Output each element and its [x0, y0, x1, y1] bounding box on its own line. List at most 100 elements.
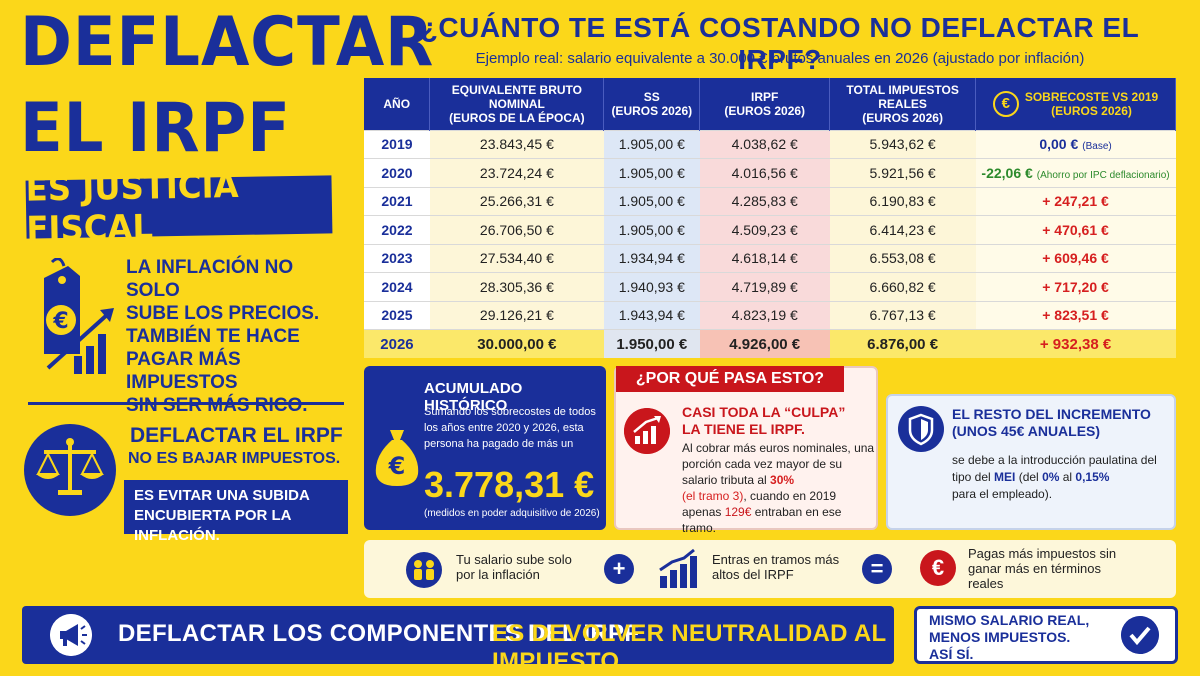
- bottom-text-b: ES DEVOLVER NEUTRALIDAD AL IMPUESTO.: [492, 620, 887, 675]
- sobrecoste-value: 0,00 €: [1039, 136, 1079, 153]
- inflation-line: PAGAR MÁS IMPUESTOS: [126, 349, 241, 393]
- acumulado-value: 3.778,31 €: [424, 464, 595, 505]
- resto-pct0: 0%: [1042, 470, 1060, 484]
- cell-sobrecoste: 0,00 € (Base): [975, 129, 1176, 159]
- acumulado-title: ACUMULADO HISTÓRICO: [424, 380, 523, 414]
- cell-nominal: 28.305,36 €: [429, 272, 604, 301]
- cell-sobrecoste: + 717,20 €: [975, 272, 1176, 301]
- cell-year: 2019: [364, 129, 430, 159]
- cell-sobrecoste: -22,06 € (Ahorro por IPC deflacionario): [975, 158, 1176, 187]
- deflactar-title: DEFLACTAR EL IRPF: [130, 424, 343, 447]
- header-nominal: EQUIVALENTE BRUTO NOMINAL (EUROS DE LA ÉP…: [429, 78, 605, 130]
- why-title-line1: CASI TODA LA “CULPA”: [682, 404, 846, 420]
- cell-irpf: 4.509,23 €: [699, 215, 830, 244]
- resto-title-line1: EL RESTO DEL INCREMENTO: [952, 406, 1151, 422]
- cell-sobrecoste: + 470,61 €: [975, 215, 1176, 244]
- cell-ss: 1.905,00 €: [603, 129, 700, 159]
- cell-total: 6.190,83 €: [829, 186, 976, 216]
- eq-text-b: Entras en tramos más altos del IRPF: [712, 552, 840, 582]
- cell-total: 5.943,62 €: [829, 129, 976, 159]
- cell-nominal: 23.843,45 €: [429, 129, 604, 159]
- why-body: Al cobrar más euros nominales, una porci…: [682, 440, 878, 536]
- why-tramo: (el tramo 3): [682, 489, 744, 503]
- resto-text: para el empleado).: [952, 487, 1053, 501]
- table-row: 2021 25.266,31 €1.905,00 €4.285,83 €6.190…: [364, 186, 1176, 216]
- table-row: 2023 27.534,40 €1.934,94 €4.618,14 €6.553…: [364, 243, 1176, 273]
- inflation-line: LA INFLACIÓN NO SOLO: [126, 257, 294, 301]
- cell-nominal: 25.266,31 €: [429, 186, 604, 216]
- mismo-salario-box: MISMO SALARIO REAL, MENOS IMPUESTOS. ASÍ…: [914, 606, 1178, 664]
- cell-irpf: 4.823,19 €: [699, 300, 830, 330]
- cell-total: 6.767,13 €: [829, 300, 976, 330]
- cell-total: 6.660,82 €: [829, 272, 976, 301]
- check-icon: [1121, 616, 1159, 654]
- cell-year: 2020: [364, 158, 430, 187]
- page-subtitle: Ejemplo real: salario equivalente a 30.0…: [475, 50, 1085, 67]
- cell-nominal: 30.000,00 €: [429, 329, 604, 358]
- table-row: 2025 29.126,21 €1.943,94 €4.823,19 €6.767…: [364, 300, 1176, 330]
- cell-nominal: 26.706,50 €: [429, 215, 604, 244]
- sobrecoste-value: + 823,51 €: [1042, 307, 1109, 324]
- equation-strip: Tu salario sube solo por la inflación + …: [364, 540, 1176, 598]
- mismo-line3: ASÍ SÍ.: [929, 646, 974, 662]
- cell-year: 2022: [364, 215, 430, 244]
- why-title-line2: LA TIENE EL IRPF.: [682, 421, 805, 437]
- shield-icon: [898, 406, 944, 452]
- sobrecoste-table: AÑO EQUIVALENTE BRUTO NOMINAL (EUROS DE L…: [364, 78, 1176, 358]
- bottom-banner: DEFLACTAR LOS COMPONENTES DEL IRPF ES DE…: [22, 606, 894, 675]
- bar-chart-growth-icon: [624, 408, 670, 454]
- header-sobrecoste: € SOBRECOSTE VS 2019 (EUROS 2026): [975, 78, 1176, 130]
- cell-ss: 1.940,93 €: [603, 272, 700, 301]
- justicia-banner: ES JUSTICIA FISCAL: [25, 166, 333, 250]
- sobrecoste-note: (Base): [1082, 141, 1112, 153]
- header-total: TOTAL IMPUESTOS REALES (EUROS 2026): [829, 78, 977, 130]
- svg-text:€: €: [388, 452, 406, 480]
- acumulado-panel: ACUMULADO HISTÓRICO Sumando los sobrecos…: [364, 366, 606, 530]
- mismo-line2: MENOS IMPUESTOS.: [929, 629, 1071, 645]
- table-row: 2019 23.843,45 €1.905,00 €4.038,62 €5.943…: [364, 129, 1176, 159]
- title-line2: EL IRPF: [20, 89, 291, 168]
- cell-ss: 1.905,00 €: [603, 158, 700, 187]
- header-ss: SS (EUROS 2026): [603, 78, 701, 130]
- cell-ss: 1.943,94 €: [603, 300, 700, 330]
- cell-irpf: 4.016,56 €: [699, 158, 830, 187]
- eq-text-a: Tu salario sube solo por la inflación: [456, 552, 572, 582]
- price-tag-euro-icon: €: [44, 258, 114, 374]
- cell-irpf: 4.285,83 €: [699, 186, 830, 216]
- page-title: ¿CUÁNTO TE ESTÁ COSTANDO NO DEFLACTAR EL…: [420, 12, 1140, 75]
- svg-text:€: €: [52, 309, 68, 334]
- header-year: AÑO: [364, 78, 431, 130]
- header-irpf: IRPF (EUROS 2026): [699, 78, 831, 130]
- sobrecoste-value: + 717,20 €: [1042, 278, 1109, 295]
- cell-year: 2021: [364, 186, 430, 216]
- sobrecoste-value: + 247,21 €: [1042, 193, 1109, 210]
- cell-sobrecoste: + 609,46 €: [975, 243, 1176, 273]
- resto-text: (del: [1015, 470, 1043, 484]
- mismo-line1: MISMO SALARIO REAL,: [929, 612, 1090, 628]
- cell-sobrecoste: + 823,51 €: [975, 300, 1176, 330]
- sobrecoste-value: -22,06 €: [981, 164, 1033, 181]
- euro-coin-icon: €: [992, 90, 1019, 117]
- cell-total: 6.414,23 €: [829, 215, 976, 244]
- cell-sobrecoste: + 247,21 €: [975, 186, 1176, 216]
- growth-chart-icon: [659, 548, 697, 588]
- cell-sobrecoste: + 932,38 €: [975, 329, 1176, 358]
- evitar-line2: ENCUBIERTA POR LA INFLACIÓN.: [134, 507, 291, 544]
- why-body-text: entraban en ese tramo.: [682, 505, 842, 535]
- table-row: 2024 28.305,36 €1.940,93 €4.719,89 €6.660…: [364, 272, 1176, 301]
- cell-year: 2024: [364, 272, 430, 301]
- cell-total: 6.876,00 €: [829, 329, 976, 358]
- sobrecoste-note: (Ahorro por IPC deflacionario): [1036, 169, 1170, 181]
- why-body-text: Al cobrar más euros nominales, una porci…: [682, 441, 875, 487]
- cell-year: 2025: [364, 300, 430, 330]
- why-amount: 129€: [724, 505, 752, 519]
- plus-icon: +: [604, 554, 634, 584]
- money-bag-icon: €: [375, 430, 419, 486]
- cell-total: 5.921,56 €: [829, 158, 976, 187]
- why-title: CASI TODA LA “CULPA” LA TIENE EL IRPF.: [682, 404, 872, 438]
- resto-title-line2: (UNOS 45€ ANUALES): [952, 423, 1101, 439]
- cell-irpf: 4.038,62 €: [699, 129, 830, 159]
- why-body-text: , cuando en 2019 apenas: [682, 489, 837, 519]
- cell-nominal: 29.126,21 €: [429, 300, 604, 330]
- inflation-line: SIN SER MÁS RICO.: [126, 395, 308, 416]
